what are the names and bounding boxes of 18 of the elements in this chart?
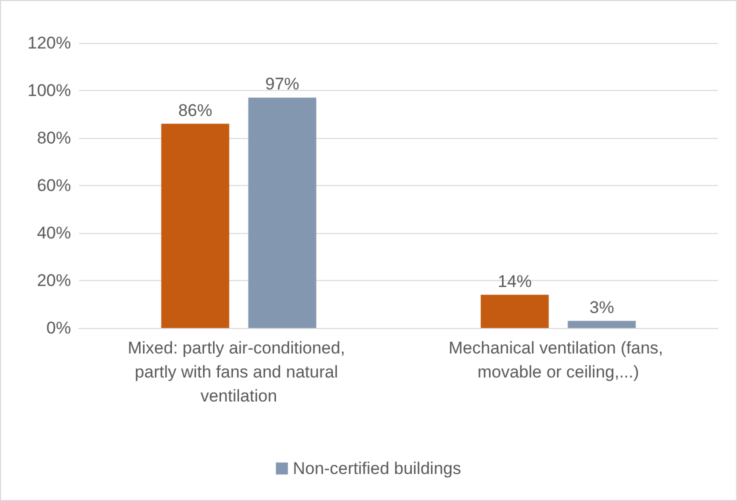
bar	[161, 124, 230, 328]
x-tick-label: Mixed: partly air-conditioned, partly with fans and natural ventilation	[128, 338, 350, 406]
bar	[480, 294, 549, 328]
y-tick-label: 80%	[36, 128, 71, 148]
legend-label: Non-certified buildings	[292, 459, 462, 478]
data-label: 97%	[265, 74, 300, 94]
y-tick-label: 100%	[28, 81, 71, 100]
y-tick-label: 20%	[36, 271, 71, 290]
data-label: 14%	[498, 272, 532, 291]
bar	[248, 98, 316, 328]
x-tick-label: Mechanical ventilation (fans, movable or ceiling,...)	[448, 338, 668, 382]
y-tick-label: 120%	[28, 34, 71, 52]
y-tick-label: 0%	[46, 318, 71, 338]
y-tick-label: 40%	[36, 224, 71, 242]
y-tick-label: 60%	[36, 176, 71, 195]
data-label: 3%	[589, 298, 614, 317]
bar	[568, 320, 636, 328]
data-label: 86%	[178, 100, 212, 120]
